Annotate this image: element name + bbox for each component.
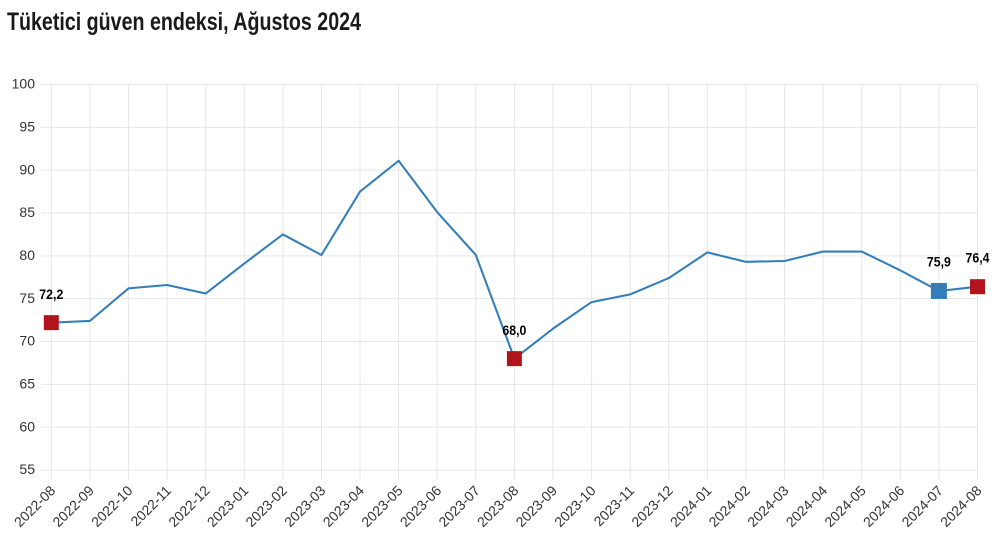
svg-text:2024-04: 2024-04: [783, 482, 831, 530]
svg-text:85: 85: [19, 204, 35, 220]
svg-text:2024-07: 2024-07: [898, 482, 946, 530]
svg-text:76,4: 76,4: [966, 249, 990, 265]
svg-text:60: 60: [19, 418, 35, 434]
svg-text:2023-09: 2023-09: [512, 482, 560, 530]
svg-text:75: 75: [19, 290, 35, 306]
svg-text:2023-04: 2023-04: [319, 482, 367, 530]
svg-text:90: 90: [19, 161, 35, 177]
svg-text:2023-08: 2023-08: [474, 482, 522, 530]
svg-text:2023-03: 2023-03: [281, 482, 329, 530]
svg-text:2022-12: 2022-12: [165, 482, 213, 530]
svg-text:80: 80: [19, 247, 35, 263]
svg-text:55: 55: [19, 461, 35, 477]
svg-text:2023-06: 2023-06: [397, 482, 445, 530]
svg-text:2023-10: 2023-10: [551, 482, 599, 530]
svg-text:100: 100: [12, 76, 36, 92]
svg-text:2023-07: 2023-07: [435, 482, 483, 530]
svg-text:2024-02: 2024-02: [705, 482, 753, 530]
svg-text:2023-05: 2023-05: [358, 482, 406, 530]
svg-text:2024-05: 2024-05: [821, 482, 869, 530]
svg-text:2023-01: 2023-01: [204, 482, 252, 530]
svg-text:Tüketici güven endeksi, Ağusto: Tüketici güven endeksi, Ağustos 2024: [7, 8, 361, 36]
svg-text:70: 70: [19, 333, 35, 349]
svg-text:2023-12: 2023-12: [628, 482, 676, 530]
svg-text:65: 65: [19, 376, 35, 392]
svg-text:95: 95: [19, 119, 35, 135]
svg-text:75,9: 75,9: [927, 254, 951, 270]
svg-text:68,0: 68,0: [502, 322, 526, 338]
svg-text:2024-01: 2024-01: [667, 482, 715, 530]
svg-text:2024-03: 2024-03: [744, 482, 792, 530]
svg-text:2024-06: 2024-06: [860, 482, 908, 530]
svg-text:2024-08: 2024-08: [937, 482, 985, 530]
svg-text:2022-08: 2022-08: [11, 482, 59, 530]
svg-text:2022-09: 2022-09: [49, 482, 97, 530]
svg-text:72,2: 72,2: [39, 286, 63, 302]
svg-text:2023-02: 2023-02: [242, 482, 290, 530]
svg-text:2022-10: 2022-10: [88, 482, 136, 530]
